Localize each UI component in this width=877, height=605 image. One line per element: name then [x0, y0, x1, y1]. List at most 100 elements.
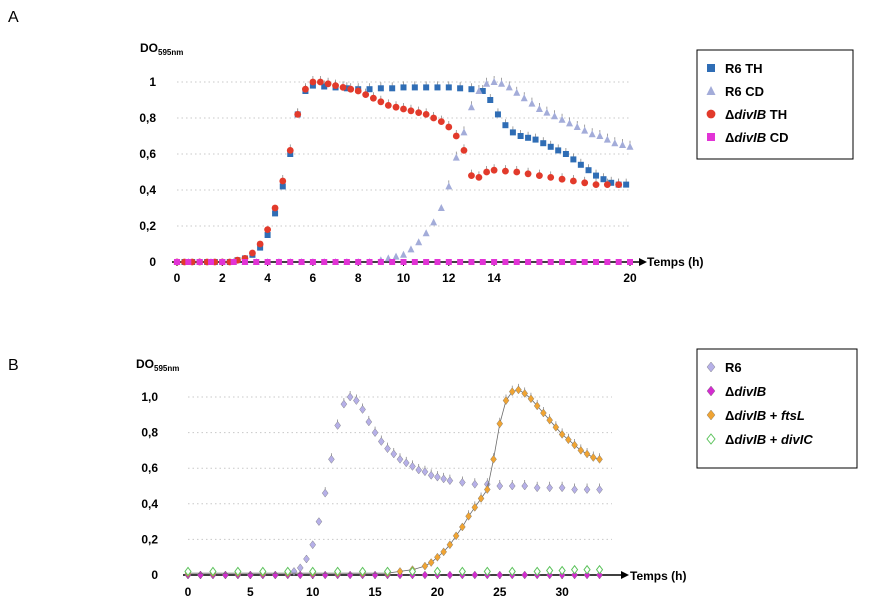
x-tick-label: 20 — [431, 585, 445, 599]
data-point — [558, 175, 566, 183]
data-point — [593, 172, 600, 179]
data-point — [498, 79, 506, 87]
data-point — [570, 156, 577, 163]
data-point — [558, 430, 566, 439]
data-point — [467, 103, 475, 111]
data-point — [445, 259, 452, 265]
legend-marker — [706, 361, 716, 373]
data-point — [611, 139, 619, 147]
data-point — [207, 259, 214, 265]
data-point — [490, 78, 498, 85]
data-point — [533, 401, 541, 411]
legend-marker — [706, 385, 716, 397]
legend-box — [696, 348, 858, 469]
data-point — [524, 170, 532, 178]
data-point — [396, 454, 404, 464]
data-point — [459, 522, 466, 532]
data-point — [234, 566, 242, 577]
data-point — [383, 566, 392, 577]
data-point — [378, 437, 385, 446]
data-point — [222, 570, 229, 580]
data-point — [334, 421, 341, 430]
data-point — [546, 483, 553, 493]
data-point — [389, 85, 396, 92]
data-point — [362, 91, 370, 98]
y-tick-label: 0,6 — [141, 461, 158, 475]
data-point — [421, 561, 429, 571]
data-point — [562, 151, 569, 157]
data-point — [536, 259, 543, 265]
data-point — [287, 151, 294, 157]
data-point — [328, 454, 335, 464]
legend-entry: ΔdivIB TH — [725, 107, 787, 122]
data-point — [558, 483, 566, 493]
data-point — [407, 245, 415, 253]
data-point — [392, 252, 400, 260]
panel-letter: B — [8, 357, 19, 374]
data-point — [559, 259, 566, 265]
data-point — [496, 570, 504, 580]
data-point — [421, 467, 429, 477]
data-point — [479, 259, 486, 265]
legend-entry: R6 — [725, 360, 742, 375]
data-point — [468, 86, 475, 93]
data-point — [570, 259, 577, 265]
data-point — [521, 389, 528, 398]
data-point — [196, 259, 203, 265]
data-point — [408, 566, 417, 577]
data-point — [558, 565, 566, 576]
data-point — [528, 99, 536, 107]
data-point — [577, 446, 585, 455]
data-point — [340, 399, 348, 409]
data-point — [359, 405, 366, 414]
panel-a-chart: A 0 0,2 0,4 0,6 0,8 1 DO595nm 0 2 4 6 8 10 12 14 20 Temps… — [8, 9, 854, 285]
data-point — [209, 566, 217, 577]
data-point — [369, 94, 377, 102]
data-point — [547, 143, 554, 150]
data-point — [355, 259, 362, 265]
x-tick-label: 0 — [185, 585, 192, 599]
legend-entry: R6 TH — [725, 61, 763, 76]
data-point — [477, 494, 485, 503]
data-point — [593, 259, 600, 265]
data-point — [508, 387, 516, 396]
data-point — [577, 161, 584, 168]
data-point — [585, 167, 592, 174]
x-tick-label: 5 — [247, 585, 254, 599]
data-point — [347, 85, 355, 93]
data-point — [257, 244, 264, 251]
legend: R6 ΔdivIB ΔdivIB + ftsL ΔdivIB + divIC — [696, 348, 858, 469]
data-point — [400, 250, 407, 258]
data-point — [508, 566, 516, 577]
data-point — [366, 259, 373, 265]
data-point — [571, 570, 578, 580]
legend-marker — [706, 86, 716, 95]
data-point — [219, 259, 226, 265]
data-point — [389, 259, 396, 265]
data-point — [384, 444, 391, 453]
data-point — [422, 229, 430, 237]
data-point — [509, 129, 516, 136]
data-point — [502, 167, 509, 175]
x-tick-label: 8 — [355, 271, 362, 285]
data-point — [513, 88, 521, 96]
data-point — [332, 259, 339, 265]
data-point — [513, 168, 521, 176]
data-point — [551, 112, 559, 120]
x-tick-label: 20 — [623, 271, 637, 285]
data-point — [377, 85, 384, 92]
data-point — [496, 481, 504, 491]
data-point — [459, 478, 466, 487]
data-point — [264, 232, 271, 238]
data-point — [446, 540, 454, 550]
data-point — [600, 176, 607, 183]
data-point — [247, 570, 254, 580]
data-point — [596, 485, 603, 494]
data-point — [491, 259, 498, 265]
data-point — [583, 570, 591, 580]
data-point — [272, 570, 279, 580]
data-point — [581, 179, 589, 187]
data-point — [400, 105, 407, 113]
x-tick-label: 25 — [493, 585, 507, 599]
